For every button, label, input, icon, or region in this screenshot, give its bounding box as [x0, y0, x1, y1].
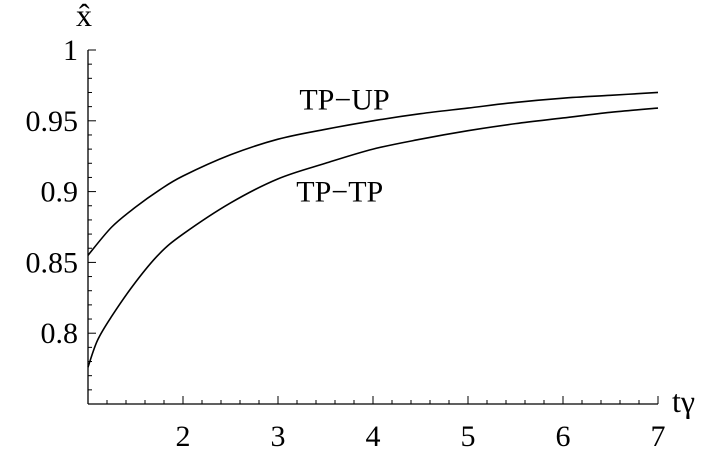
- curve-label-tp-up: TP−UP: [299, 83, 389, 116]
- y-tick-label: 1: [63, 34, 78, 67]
- y-tick-label: 0.8: [41, 317, 79, 350]
- x-tick-label: 3: [271, 420, 286, 453]
- curves: [87, 91, 659, 368]
- major-ticks: [87, 49, 659, 405]
- y-tick-label: 0.9: [41, 176, 79, 209]
- x-tick-label: 5: [461, 420, 476, 453]
- y-tick-label: 0.95: [26, 105, 79, 138]
- x-tick-label: 7: [651, 420, 666, 453]
- x-axis-label: tγ: [672, 383, 695, 419]
- series-line-tp-up: [87, 91, 659, 256]
- tick-labels: 2 3 4 5 6 7 0.8 0.85 0.9 0.95 1: [26, 34, 666, 453]
- curve-label-tp-tp: TP−TP: [296, 176, 383, 209]
- minor-ticks: [88, 63, 640, 404]
- x-tick-label: 6: [556, 420, 571, 453]
- x-tick-label: 2: [176, 420, 191, 453]
- x-tick-label: 4: [366, 420, 381, 453]
- y-tick-label: 0.85: [26, 246, 79, 279]
- y-axis-label: x̂: [76, 0, 92, 33]
- annotations: TP−UP TP−TP: [296, 83, 389, 208]
- series-line-tp-tp: [87, 107, 659, 368]
